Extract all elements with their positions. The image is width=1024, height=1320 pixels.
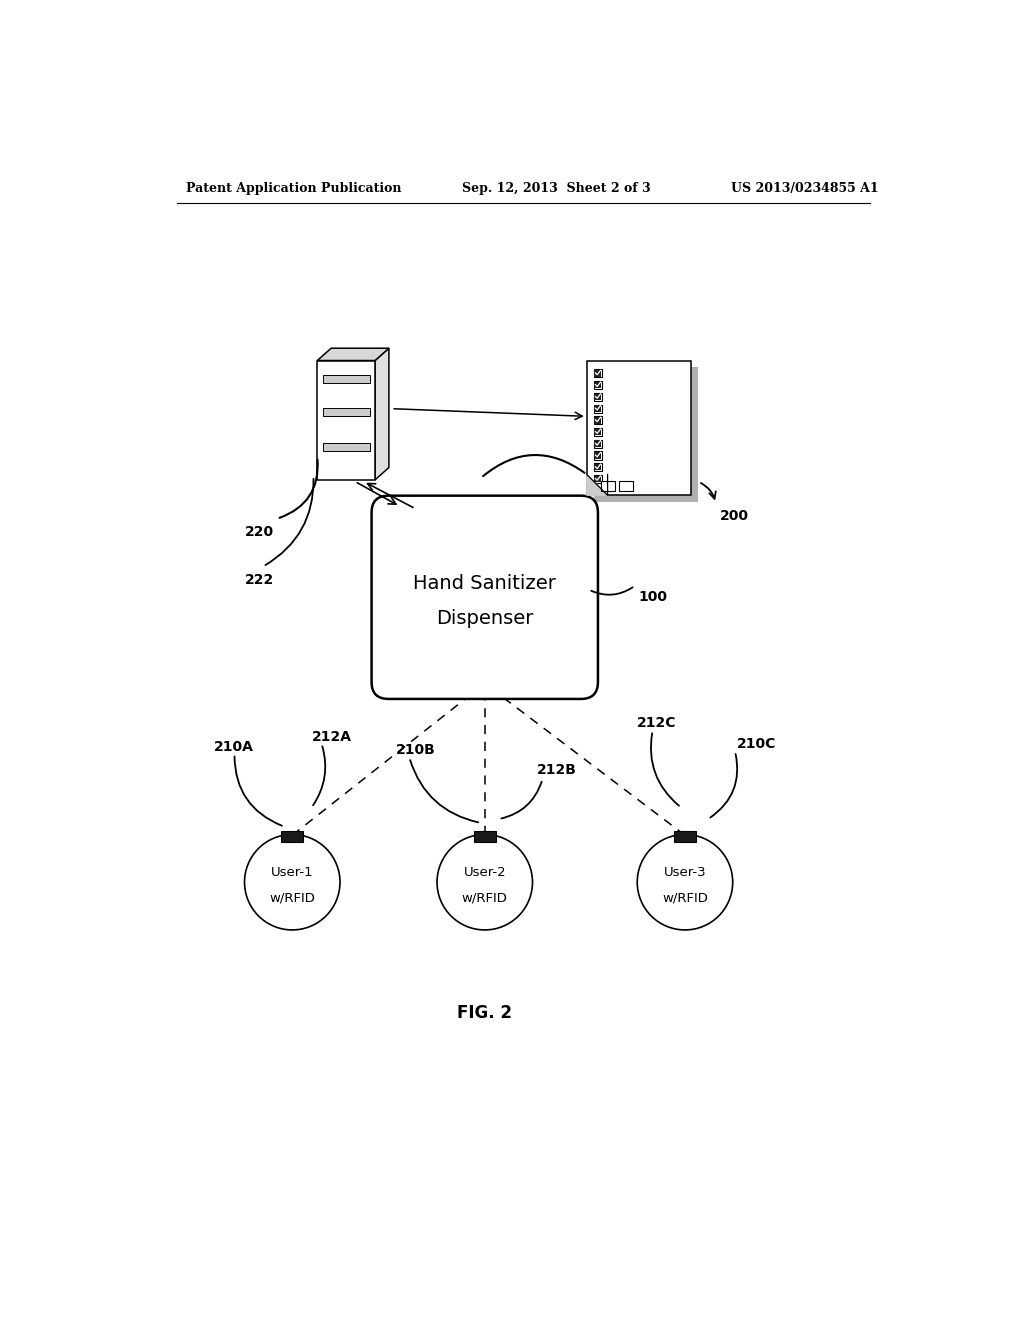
FancyBboxPatch shape bbox=[595, 475, 601, 482]
Polygon shape bbox=[375, 348, 389, 480]
FancyBboxPatch shape bbox=[595, 453, 601, 459]
Text: 200: 200 bbox=[720, 508, 749, 523]
FancyBboxPatch shape bbox=[594, 370, 602, 378]
Text: 222: 222 bbox=[245, 573, 273, 586]
Text: w/RFID: w/RFID bbox=[663, 891, 708, 904]
FancyBboxPatch shape bbox=[595, 417, 601, 424]
FancyBboxPatch shape bbox=[620, 482, 633, 491]
Text: w/RFID: w/RFID bbox=[269, 891, 315, 904]
FancyBboxPatch shape bbox=[594, 381, 602, 389]
Text: 212C: 212C bbox=[637, 715, 677, 730]
FancyBboxPatch shape bbox=[674, 832, 695, 842]
Text: 100: 100 bbox=[639, 590, 668, 603]
FancyBboxPatch shape bbox=[594, 451, 602, 459]
FancyBboxPatch shape bbox=[594, 367, 697, 502]
Text: Dispenser: Dispenser bbox=[436, 610, 534, 628]
FancyBboxPatch shape bbox=[595, 370, 601, 376]
Text: User-1: User-1 bbox=[271, 866, 313, 879]
FancyBboxPatch shape bbox=[587, 360, 691, 495]
FancyBboxPatch shape bbox=[474, 832, 496, 842]
FancyBboxPatch shape bbox=[595, 393, 601, 400]
Text: 220: 220 bbox=[245, 525, 273, 539]
Text: 210A: 210A bbox=[214, 741, 254, 754]
Polygon shape bbox=[587, 474, 607, 495]
Text: Hand Sanitizer: Hand Sanitizer bbox=[414, 574, 556, 593]
FancyBboxPatch shape bbox=[323, 408, 370, 416]
Text: 230: 230 bbox=[438, 496, 468, 510]
FancyBboxPatch shape bbox=[595, 381, 601, 388]
Text: US 2013/0234855 A1: US 2013/0234855 A1 bbox=[731, 182, 879, 194]
FancyBboxPatch shape bbox=[601, 482, 614, 491]
Text: 210C: 210C bbox=[737, 737, 776, 751]
FancyBboxPatch shape bbox=[594, 475, 602, 483]
Text: 212B: 212B bbox=[538, 763, 577, 777]
Text: 210B: 210B bbox=[396, 743, 436, 756]
FancyBboxPatch shape bbox=[323, 375, 370, 383]
Text: FIG. 2: FIG. 2 bbox=[458, 1005, 512, 1022]
FancyBboxPatch shape bbox=[282, 832, 303, 842]
FancyBboxPatch shape bbox=[594, 416, 602, 424]
Circle shape bbox=[637, 834, 733, 931]
Text: 212A: 212A bbox=[311, 730, 351, 743]
Circle shape bbox=[245, 834, 340, 931]
FancyBboxPatch shape bbox=[595, 405, 601, 412]
FancyBboxPatch shape bbox=[323, 444, 370, 450]
FancyBboxPatch shape bbox=[594, 393, 602, 401]
FancyBboxPatch shape bbox=[372, 496, 598, 700]
Text: Patent Application Publication: Patent Application Publication bbox=[186, 182, 401, 194]
FancyBboxPatch shape bbox=[594, 404, 602, 413]
Polygon shape bbox=[317, 348, 389, 360]
FancyBboxPatch shape bbox=[595, 429, 601, 436]
FancyBboxPatch shape bbox=[595, 463, 601, 470]
Text: User-2: User-2 bbox=[464, 866, 506, 879]
FancyBboxPatch shape bbox=[595, 441, 601, 447]
FancyBboxPatch shape bbox=[594, 440, 602, 447]
Circle shape bbox=[437, 834, 532, 931]
Text: Sep. 12, 2013  Sheet 2 of 3: Sep. 12, 2013 Sheet 2 of 3 bbox=[462, 182, 650, 194]
Text: w/RFID: w/RFID bbox=[462, 891, 508, 904]
Text: User-3: User-3 bbox=[664, 866, 707, 879]
FancyBboxPatch shape bbox=[594, 428, 602, 436]
FancyBboxPatch shape bbox=[594, 463, 602, 471]
Polygon shape bbox=[317, 360, 375, 480]
